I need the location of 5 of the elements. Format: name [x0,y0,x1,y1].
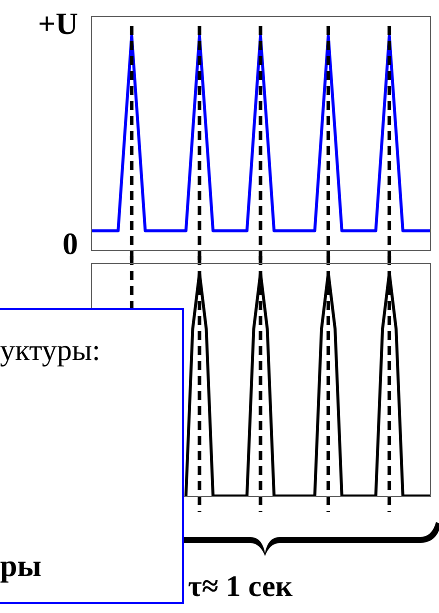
text: +U [38,6,78,42]
text: 0 [62,226,78,262]
annotation: уктуры: [0,334,100,368]
text: τ≈ 1 сек [188,570,293,604]
text-box: уктуры: ры [0,308,184,604]
